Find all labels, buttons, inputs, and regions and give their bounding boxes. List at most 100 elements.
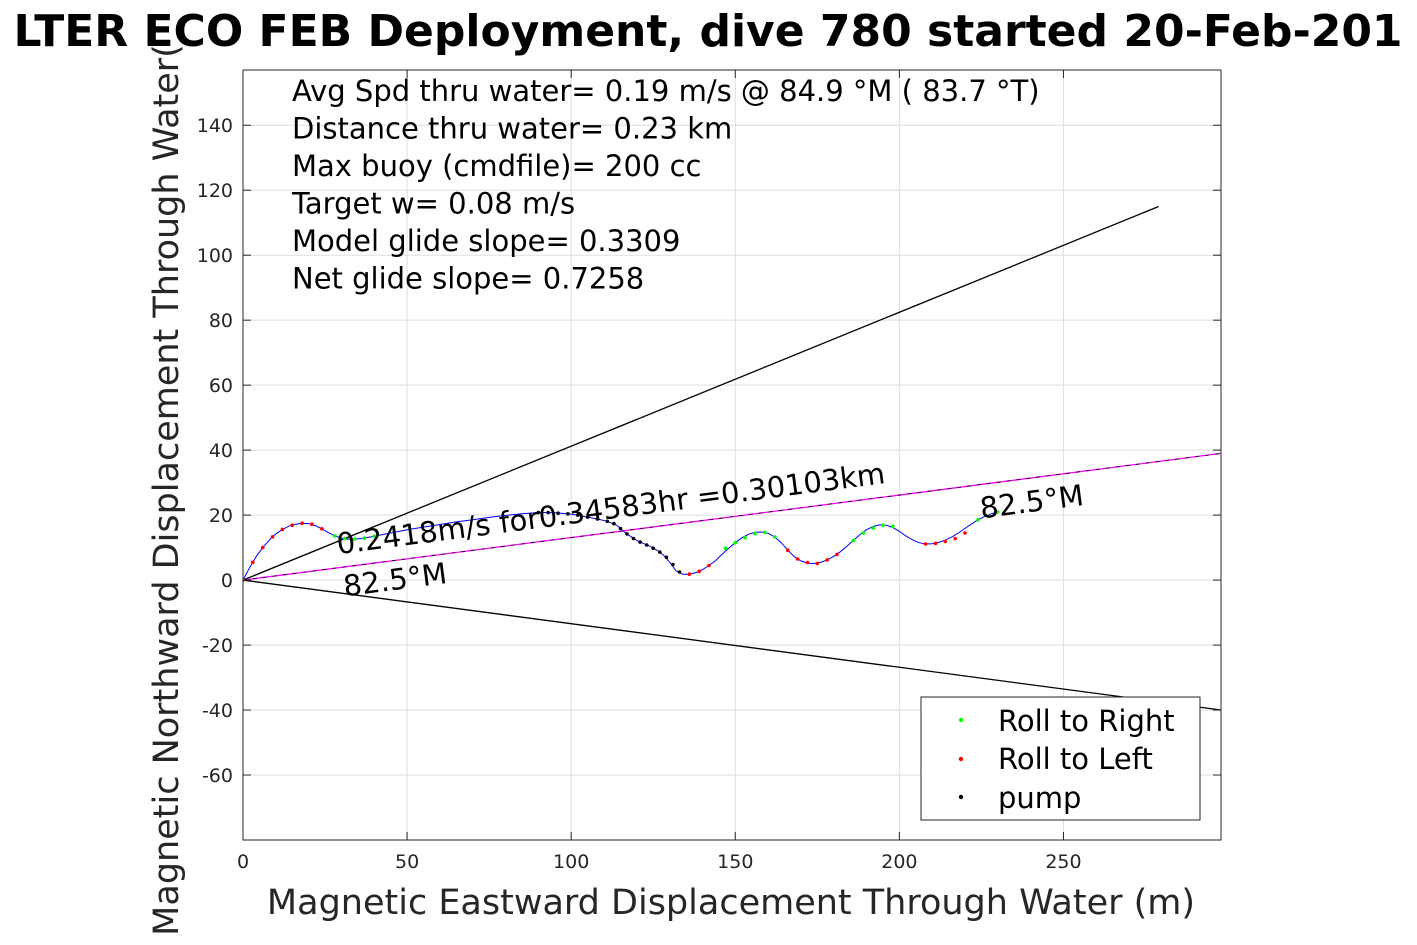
- roll-right-point: [871, 526, 875, 530]
- pump-point: [658, 550, 662, 554]
- x-tick-label: 100: [553, 851, 589, 873]
- x-tick-label: 50: [395, 851, 419, 873]
- roll-right-point: [772, 535, 777, 539]
- roll-left-point: [795, 557, 800, 561]
- roll-right-point: [996, 510, 1000, 514]
- roll-left-point: [786, 548, 790, 552]
- pump-point: [566, 512, 570, 516]
- roll-left-point: [933, 541, 938, 546]
- pump-point: [536, 510, 541, 515]
- pump-point: [631, 536, 636, 541]
- y-tick-label: 80: [209, 310, 233, 332]
- legend-marker-pump: [958, 794, 964, 800]
- pump-point: [651, 546, 655, 550]
- roll-left-point: [251, 560, 255, 564]
- series-line-upper-bound: [243, 205, 1159, 581]
- x-tick-label: 200: [881, 851, 917, 873]
- y-tick-label: 100: [197, 245, 233, 267]
- info-line-2: Max buoy (cmdfile)= 200 cc: [292, 149, 701, 183]
- roll-left-point: [815, 561, 820, 566]
- info-line-0: Avg Spd thru water= 0.19 m/s @ 84.9 °M (…: [292, 74, 1040, 108]
- y-tick-label: -20: [202, 635, 233, 657]
- roll-left-point: [320, 527, 324, 531]
- x-tick-label: 0: [237, 851, 249, 873]
- roll-right-point: [352, 537, 357, 541]
- info-line-4: Model glide slope= 0.3309: [292, 224, 680, 258]
- roll-right-point: [362, 536, 367, 540]
- roll-left-point: [280, 527, 285, 532]
- info-line-1: Distance thru water= 0.23 km: [292, 112, 732, 146]
- pump-point: [644, 543, 649, 547]
- pump-point: [605, 519, 610, 524]
- roll-left-point: [290, 523, 295, 527]
- roll-left-point: [300, 521, 304, 525]
- pump-point: [671, 562, 675, 567]
- pump-point: [576, 513, 580, 517]
- pump-point: [595, 517, 600, 521]
- roll-left-point: [963, 531, 967, 535]
- roll-left-point: [923, 542, 928, 546]
- roll-left-point: [943, 539, 948, 544]
- roll-right-point: [763, 530, 767, 535]
- roll-right-point: [861, 531, 866, 535]
- y-tick-label: 40: [209, 440, 233, 462]
- roll-left-point: [953, 536, 957, 541]
- roll-left-point: [687, 572, 692, 576]
- y-tick-label: -40: [202, 700, 233, 722]
- legend-marker-roll-left: [958, 756, 964, 762]
- pump-point: [638, 540, 642, 544]
- roll-right-point: [723, 546, 728, 550]
- roll-left-point: [270, 535, 275, 539]
- y-tick-label: 20: [209, 505, 233, 527]
- info-text-block: Avg Spd thru water= 0.19 m/s @ 84.9 °M (…: [291, 74, 1040, 296]
- roll-left-point: [835, 552, 839, 557]
- series-line-lower-bound: [243, 579, 1221, 711]
- series-markers: [243, 510, 1000, 582]
- pump-point: [625, 532, 629, 536]
- legend: Roll to Right Roll to Left pump: [920, 696, 1201, 821]
- series-line-model-heading-dash: [243, 453, 1221, 581]
- roll-right-point: [753, 531, 757, 536]
- info-line-3: Target w= 0.08 m/s: [291, 187, 575, 221]
- roll-right-point: [976, 517, 980, 522]
- y-tick-label: 60: [209, 375, 233, 397]
- chart-title: LTER ECO FEB Deployment, dive 780 starte…: [13, 6, 1402, 57]
- axis-ticks: 0 50 100 150 200 250 -60 -40 -20 0 20 40 60 80 100 120 1…: [197, 70, 1221, 873]
- roll-right-point: [372, 534, 377, 538]
- legend-box: [920, 696, 1201, 821]
- roll-right-point: [851, 538, 856, 543]
- legend-marker-roll-right: [958, 717, 964, 723]
- x-axis-label: Magnetic Eastward Displacement Through W…: [267, 883, 1195, 923]
- plot-area: 0 50 100 150 200 250 -60 -40 -20 0 20 40 60 80 100 120 1…: [197, 69, 1222, 873]
- roll-left-point: [825, 558, 829, 562]
- pump-point: [585, 515, 590, 519]
- y-tick-label: 120: [197, 180, 233, 202]
- plot-border: [242, 69, 1222, 841]
- pump-point: [556, 511, 560, 515]
- roll-left-point: [310, 522, 314, 526]
- roll-left-point: [805, 560, 810, 565]
- pump-point: [677, 570, 682, 574]
- y-tick-label: 0: [221, 570, 233, 592]
- legend-label-roll-right: Roll to Right: [998, 704, 1175, 738]
- roll-left-point: [707, 563, 711, 568]
- roll-right-point: [733, 540, 738, 545]
- roll-left-point: [260, 545, 265, 550]
- roll-right-point: [743, 536, 747, 540]
- x-tick-label: 250: [1045, 851, 1081, 873]
- y-axis-label: Magnetic Northward Displacement Through …: [147, 44, 187, 936]
- roll-right-point: [881, 523, 885, 527]
- roll-right-point: [986, 514, 990, 519]
- y-tick-label: -60: [202, 765, 233, 787]
- legend-label-pump: pump: [998, 781, 1081, 815]
- roll-right-point: [333, 534, 337, 538]
- roll-right-point: [342, 536, 347, 541]
- pump-point: [612, 521, 616, 526]
- pump-point: [664, 555, 669, 560]
- x-tick-label: 150: [717, 851, 753, 873]
- info-line-5: Net glide slope= 0.7258: [292, 262, 644, 296]
- pump-point: [546, 510, 550, 515]
- y-tick-label: 140: [197, 115, 233, 137]
- roll-left-point: [697, 569, 701, 574]
